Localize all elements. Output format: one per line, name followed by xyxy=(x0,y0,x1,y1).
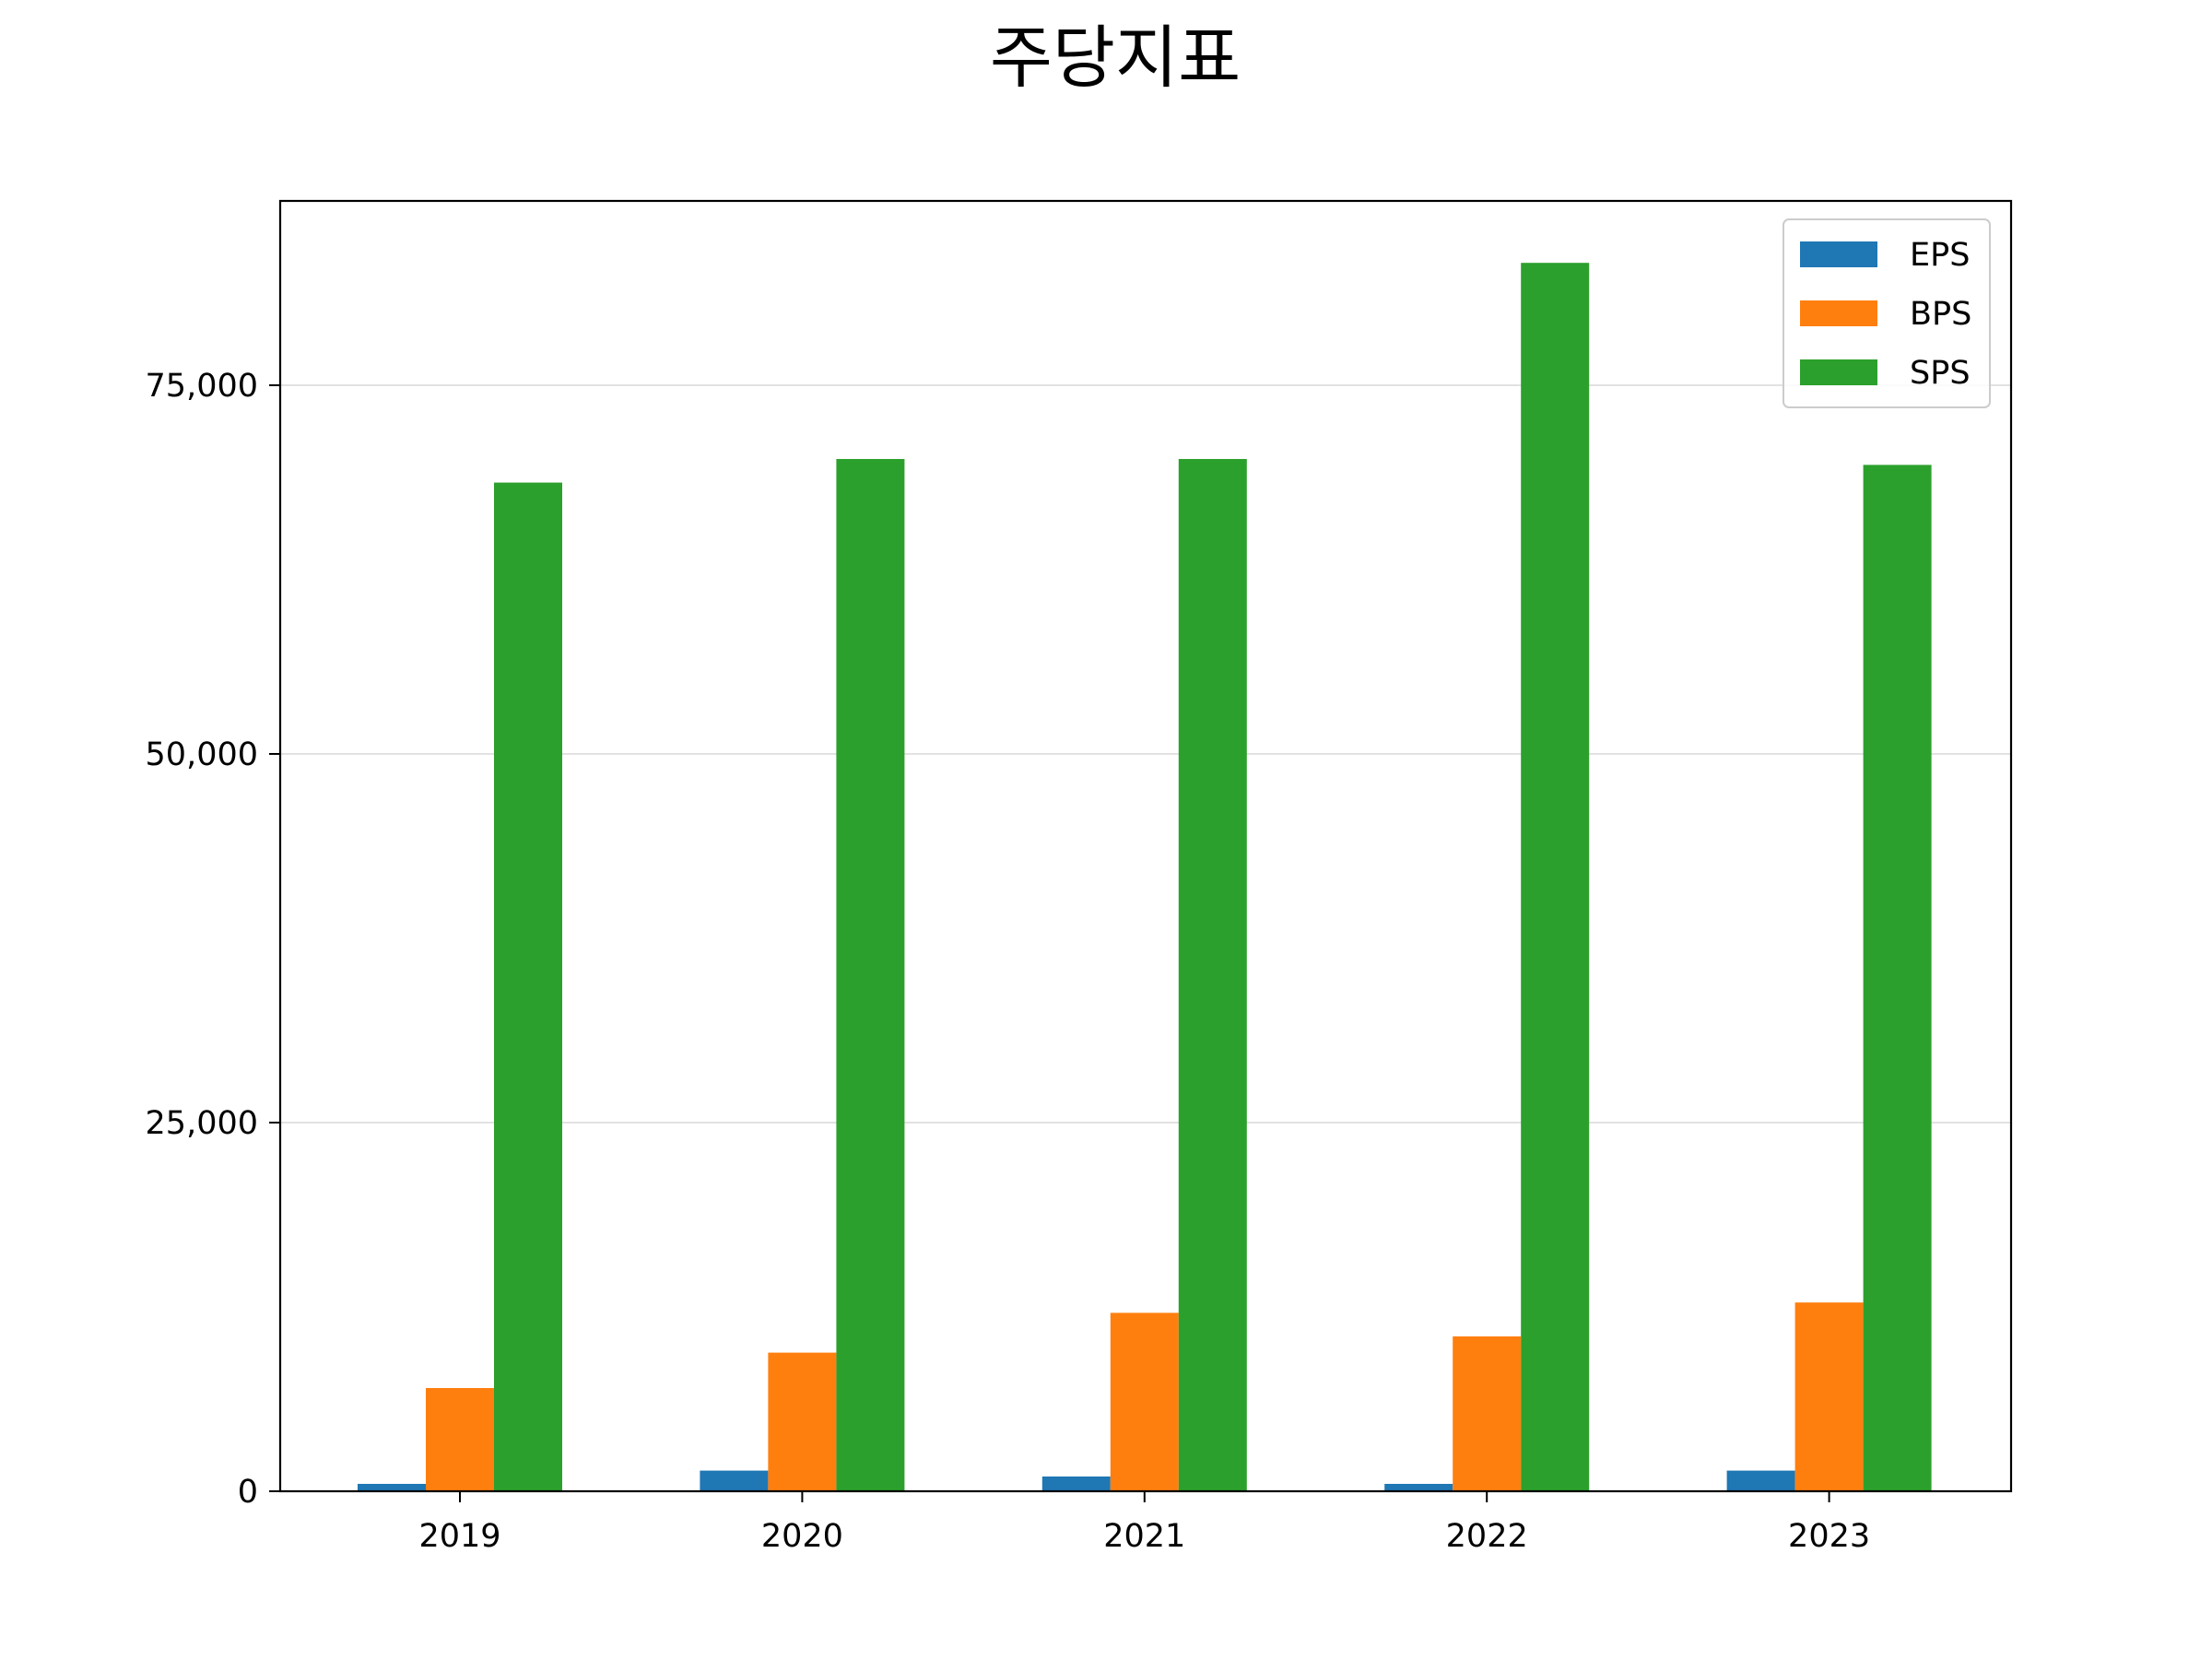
bar-sps-2020 xyxy=(836,459,905,1491)
bar-eps-2021 xyxy=(1041,1477,1111,1491)
x-tick-label: 2023 xyxy=(1788,1518,1870,1555)
bar-bps-2019 xyxy=(426,1388,494,1491)
legend-swatch-sps xyxy=(1800,359,1877,385)
y-axis: 0 25,000 50,000 75,000 xyxy=(146,368,280,1511)
legend-swatch-eps xyxy=(1800,241,1877,267)
bar-bps-2020 xyxy=(768,1352,837,1491)
bar-sps-2023 xyxy=(1863,465,1932,1491)
y-tick-label: 25,000 xyxy=(146,1105,258,1142)
bar-eps-2019 xyxy=(358,1484,426,1491)
x-tick-label: 2019 xyxy=(418,1518,500,1555)
legend-label-bps: BPS xyxy=(1910,296,1971,333)
gridlines xyxy=(280,384,2011,1124)
x-tick-label: 2022 xyxy=(1446,1518,1528,1555)
y-tick-label: 0 xyxy=(238,1474,258,1511)
bar-eps-2022 xyxy=(1384,1484,1453,1491)
x-tick-label: 2020 xyxy=(761,1518,843,1555)
y-tick-label: 50,000 xyxy=(146,736,258,773)
bars xyxy=(358,263,1932,1492)
bar-bps-2023 xyxy=(1794,1302,1864,1491)
bar-eps-2020 xyxy=(700,1470,769,1491)
legend-label-sps: SPS xyxy=(1910,355,1971,392)
legend-label-eps: EPS xyxy=(1910,237,1970,274)
plot-area-frame xyxy=(278,199,2013,1493)
bar-bps-2021 xyxy=(1110,1312,1179,1491)
x-axis: 2019 2020 2021 2022 2023 xyxy=(418,1491,1870,1555)
bar-sps-2019 xyxy=(494,482,562,1491)
bar-bps-2022 xyxy=(1453,1336,1522,1491)
legend-swatch-bps xyxy=(1800,300,1877,326)
y-tick-label: 75,000 xyxy=(146,368,258,405)
chart-title: 주당지표 xyxy=(990,18,1241,98)
bar-sps-2021 xyxy=(1178,459,1247,1491)
bar-eps-2023 xyxy=(1726,1470,1795,1491)
legend: EPS BPS SPS xyxy=(1783,218,1991,408)
x-tick-label: 2021 xyxy=(1103,1518,1185,1555)
bar-sps-2022 xyxy=(1521,263,1590,1492)
